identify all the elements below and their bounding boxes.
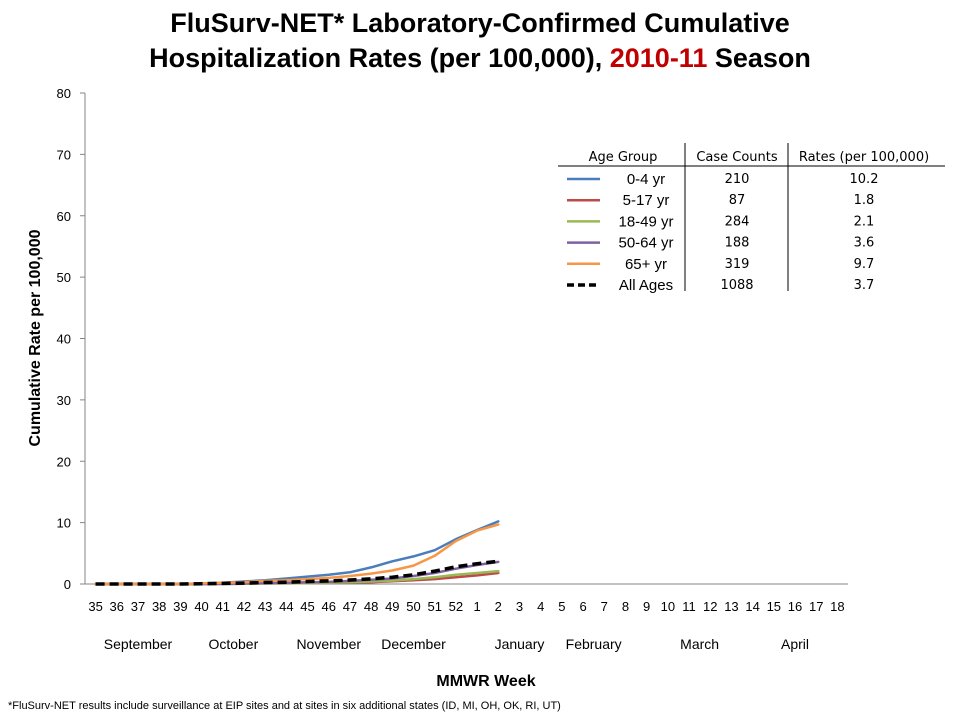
month-label: December — [381, 636, 446, 652]
title-season-highlight: 2010-11 — [609, 43, 708, 73]
legend-age-group: 18-49 yr — [618, 213, 673, 230]
x-tick-label: 36 — [110, 599, 124, 614]
title-line-2: Hospitalization Rates (per 100,000), 201… — [0, 41, 960, 76]
x-tick-label: 42 — [237, 599, 251, 614]
footnote: *FluSurv-NET results include surveillanc… — [8, 700, 561, 712]
y-axis-title: Cumulative Rate per 100,000 — [27, 229, 44, 446]
legend-age-group: 50-64 yr — [618, 235, 673, 252]
legend-rate: 9.7 — [854, 257, 875, 272]
legend-case-count: 284 — [725, 214, 750, 229]
x-tick-label: 39 — [173, 599, 187, 614]
legend-rate: 1.8 — [854, 193, 875, 208]
x-tick-label: 48 — [364, 599, 378, 614]
x-tick-label: 15 — [767, 599, 781, 614]
legend-rate: 3.7 — [854, 278, 875, 293]
x-tick-label: 49 — [385, 599, 399, 614]
title-line-2-suffix: Season — [707, 43, 811, 73]
month-label: October — [208, 636, 258, 652]
x-tick-label: 10 — [661, 599, 675, 614]
x-tick-label: 11 — [682, 599, 696, 614]
x-tick-label: 46 — [322, 599, 336, 614]
legend-rate: 3.6 — [854, 236, 875, 251]
x-tick-label: 6 — [579, 599, 586, 614]
month-label: March — [680, 636, 719, 652]
legend-age-group: 0-4 yr — [627, 171, 665, 188]
x-tick-label: 47 — [343, 599, 357, 614]
x-tick-label: 52 — [449, 599, 463, 614]
x-tick-label: 45 — [300, 599, 314, 614]
y-tick-label: 70 — [57, 147, 71, 162]
x-tick-label: 40 — [194, 599, 208, 614]
y-tick-label: 60 — [57, 209, 71, 224]
x-tick-label: 7 — [601, 599, 608, 614]
legend-header: Age Group — [589, 150, 658, 165]
month-label: January — [495, 636, 545, 652]
x-tick-label: 8 — [622, 599, 629, 614]
month-label: April — [781, 636, 809, 652]
x-tick-label: 2 — [495, 599, 502, 614]
x-tick-label: 17 — [809, 599, 823, 614]
series-line-65-yr — [94, 523, 500, 586]
y-tick-label: 80 — [57, 86, 71, 101]
month-label: September — [104, 636, 173, 652]
x-tick-label: 50 — [406, 599, 420, 614]
x-tick-label: 44 — [279, 599, 293, 614]
legend-age-group: 65+ yr — [625, 256, 667, 273]
x-tick-label: 35 — [88, 599, 102, 614]
title-line-2-prefix: Hospitalization Rates (per 100,000), — [149, 43, 610, 73]
x-tick-label: 13 — [724, 599, 738, 614]
legend-case-count: 319 — [725, 257, 750, 272]
legend-header: Rates (per 100,000) — [799, 150, 929, 165]
x-tick-label: 4 — [537, 599, 544, 614]
y-tick-label: 10 — [57, 516, 71, 531]
x-tick-label: 37 — [131, 599, 145, 614]
title-line-1: FluSurv-NET* Laboratory-Confirmed Cumula… — [170, 8, 790, 38]
legend-rate: 2.1 — [854, 214, 875, 229]
chart-series-lines — [94, 520, 500, 586]
chart-title: FluSurv-NET* Laboratory-Confirmed Cumula… — [0, 6, 960, 76]
chart-legend: Age Group Case Counts Rates (per 100,000) 0… — [558, 143, 945, 294]
legend-case-count: 87 — [729, 193, 746, 208]
x-tick-label: 41 — [216, 599, 230, 614]
x-tick-label: 18 — [830, 599, 844, 614]
x-axis-title: MMWR Week — [436, 673, 535, 690]
x-tick-label: 5 — [558, 599, 565, 614]
month-label: February — [566, 636, 622, 652]
y-tick-label: 0 — [64, 577, 71, 592]
x-tick-label: 9 — [643, 599, 650, 614]
legend-rate: 10.2 — [850, 172, 879, 187]
legend-age-group: 5-17 yr — [623, 192, 670, 209]
x-tick-label: 38 — [152, 599, 166, 614]
x-tick-label: 51 — [427, 599, 441, 614]
legend-header: Case Counts — [696, 150, 778, 165]
y-tick-label: 40 — [57, 332, 71, 347]
y-tick-label: 20 — [57, 454, 71, 469]
x-tick-label: 1 — [473, 599, 480, 614]
series-line-all-ages — [95, 559, 499, 586]
x-tick-label: 3 — [516, 599, 523, 614]
month-label: November — [296, 636, 361, 652]
legend-case-count: 188 — [725, 236, 750, 251]
y-tick-label: 30 — [57, 393, 71, 408]
x-tick-label: 14 — [745, 599, 759, 614]
y-tick-label: 50 — [57, 270, 71, 285]
x-tick-label: 16 — [788, 599, 802, 614]
legend-case-count: 210 — [725, 172, 750, 187]
legend-age-group: All Ages — [619, 277, 673, 294]
x-tick-label: 12 — [703, 599, 717, 614]
legend-case-count: 1088 — [720, 278, 753, 293]
x-tick-label: 43 — [258, 599, 272, 614]
